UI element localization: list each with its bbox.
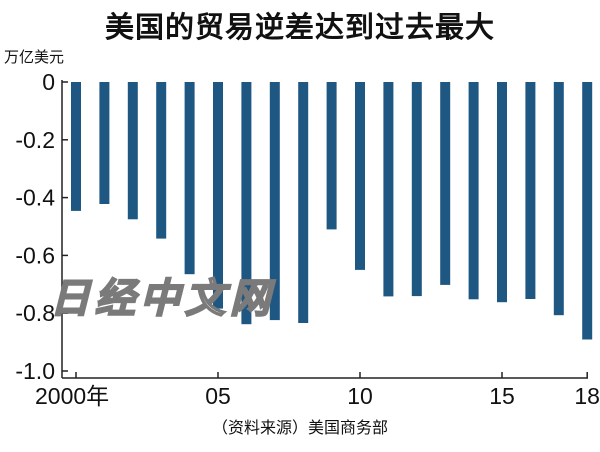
chart-title: 美国的贸易逆差达到过去最大: [104, 10, 495, 44]
x-tick-label: 10: [347, 383, 373, 409]
bar-2004: [184, 82, 195, 275]
bar-2010: [355, 82, 365, 270]
source-note: （资料来源）美国商务部: [211, 418, 388, 437]
bar-2009: [326, 82, 337, 230]
bar-2016: [525, 82, 536, 299]
x-tick-label: 18: [574, 383, 600, 409]
bar-2015: [497, 82, 507, 303]
bar-2013: [440, 82, 451, 285]
y-tick-label: -0.8: [15, 300, 55, 326]
bar-2003: [156, 82, 167, 239]
y-tick-labels: 0 -0.2 -0.4 -0.6 -0.8 -1.0: [15, 69, 55, 384]
y-tick-label: -0.2: [15, 127, 55, 153]
bar-2017: [553, 82, 564, 316]
bar-2001: [99, 82, 110, 204]
x-tick-label: 2000年: [35, 383, 109, 409]
y-tick-label: -1.0: [15, 358, 55, 384]
bar-2012: [411, 82, 422, 297]
y-tick-label: -0.4: [15, 185, 55, 211]
bars-layer: [71, 82, 593, 340]
x-tick-label: 05: [205, 383, 231, 409]
bar-2011: [383, 82, 394, 297]
bar-2000: [71, 82, 81, 211]
bar-2002: [127, 82, 138, 220]
y-tick-label: 0: [42, 69, 55, 95]
bar-2007: [269, 82, 280, 321]
bar-2014: [468, 82, 479, 300]
bar-2018: [582, 82, 593, 340]
bar-2008: [298, 82, 309, 323]
x-tick-label: 15: [489, 383, 515, 409]
unit-label: 万亿美元: [4, 48, 65, 66]
axes-layer: [61, 80, 588, 379]
bar-2006: [241, 82, 252, 325]
x-tick-labels: 2000年 05 10 15 18: [35, 383, 600, 409]
bar-2005: [213, 82, 223, 309]
y-tick-label: -0.6: [15, 242, 55, 268]
